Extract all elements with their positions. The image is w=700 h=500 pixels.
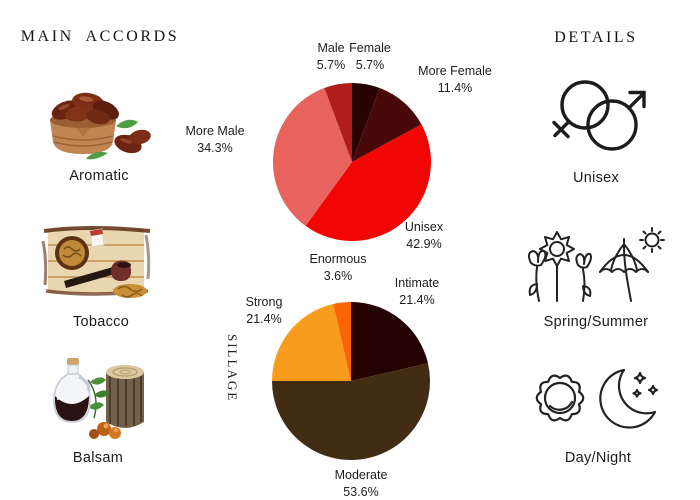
pie-label-enormous: Enormous 3.6%: [309, 252, 367, 283]
main-accords-title: MAIN ACCORDS: [20, 28, 180, 45]
pie-slice-more-female: [352, 88, 422, 162]
gender-pie-chart: [273, 83, 431, 241]
detail-label-unisex: Unisex: [572, 170, 620, 186]
pie-slice-unisex: [305, 124, 431, 241]
pie-slice-strong: [272, 304, 351, 381]
details-title: DETAILS: [554, 29, 638, 46]
dates-in-wooden-bowl-image: [50, 92, 151, 160]
pie-label-intimate: Intimate 21.4%: [394, 276, 440, 307]
pie-label-female: Female 5.7%: [349, 41, 391, 72]
male-female-gender-icon: [552, 80, 646, 151]
pie-label-moderate: Moderate 53.6%: [334, 468, 388, 499]
flowers-umbrella-sun-icon: [527, 227, 665, 302]
detail-label-day-night: Day/Night: [564, 450, 632, 466]
detail-label-spring-summer: Spring/Summer: [543, 314, 649, 330]
accord-label-balsam: Balsam: [72, 450, 124, 466]
balsam-bottle-log-resin-image: [53, 358, 144, 439]
pie-label-male: Male 5.7%: [316, 41, 346, 72]
accord-label-aromatic: Aromatic: [69, 168, 129, 184]
pie-slice-male: [324, 83, 352, 162]
pie-slice-moderate: [272, 363, 430, 460]
accord-label-tobacco: Tobacco: [72, 314, 130, 330]
pie-label-more-male: More Male 34.3%: [185, 124, 245, 155]
pie-slice-enormous: [333, 302, 351, 381]
sillage-pie-chart: [272, 302, 430, 460]
pie-label-more-female: More Female 11.4%: [418, 64, 492, 95]
pie-slice-intimate: [351, 302, 428, 381]
pie-label-strong: Strong 21.4%: [245, 295, 283, 326]
pie-slice-more-male: [273, 88, 352, 226]
tobacco-pipe-image: [41, 226, 151, 298]
sillage-axis-label: SILLAGE: [225, 334, 240, 403]
sun-moon-stars-icon: [535, 368, 659, 429]
pie-label-unisex: Unisex 42.9%: [404, 220, 444, 251]
pie-slice-female: [352, 83, 380, 162]
